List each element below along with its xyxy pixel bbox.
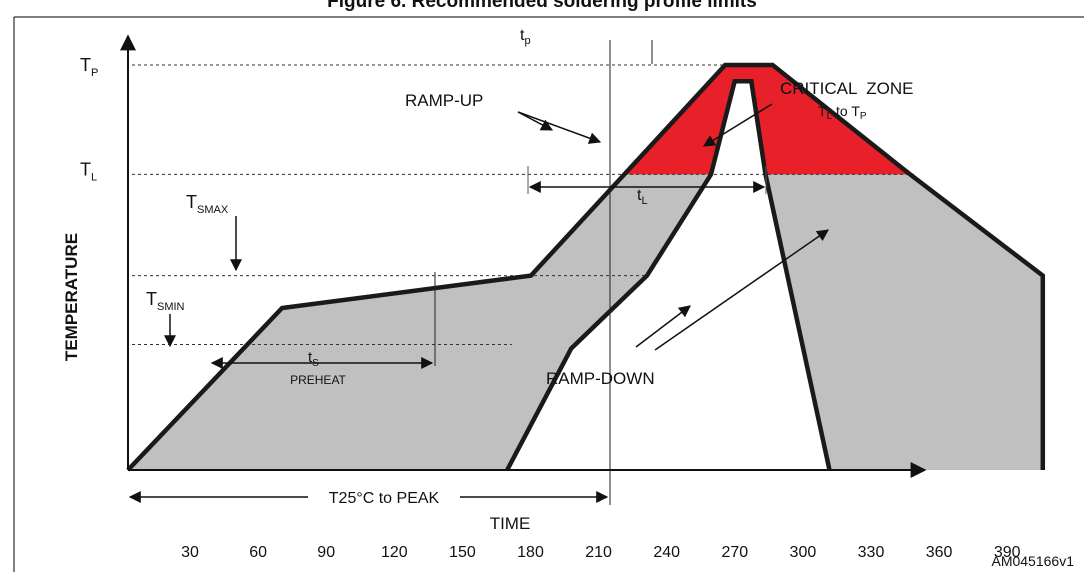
x-tick-label: 90 xyxy=(317,544,335,561)
ramp-down-arrow-2 xyxy=(654,229,829,351)
upper-limit-curve xyxy=(126,62,1046,472)
y-level-label-tsmin: TSMIN xyxy=(146,289,185,313)
level-dashed-lines xyxy=(132,64,915,345)
x-tick-label: 360 xyxy=(926,544,953,561)
critical-zone-arrow xyxy=(702,103,773,147)
t25-to-peak-label: T25°C to PEAK xyxy=(329,490,440,507)
x-tick-label: 120 xyxy=(381,544,408,561)
x-axis-title: TIME xyxy=(490,514,531,533)
x-tick-label: 300 xyxy=(790,544,817,561)
ramp-down-arrow-1 xyxy=(635,305,691,348)
critical-zone-range-label: TL to TP xyxy=(818,103,867,122)
critical-zone-label: CRITICAL ZONE xyxy=(780,79,914,98)
y-level-label-tp: TP xyxy=(80,55,98,79)
y-level-label-tl: TL xyxy=(80,159,97,183)
lower-limit-curve xyxy=(505,78,832,472)
critical-zone-area xyxy=(624,65,911,175)
x-tick-label: 270 xyxy=(721,544,748,561)
figure-caption: Figure 6. Recommended soldering profile … xyxy=(327,0,757,12)
ramp-down-label: RAMP-DOWN xyxy=(546,369,655,388)
y-level-label-tsmax: TSMAX xyxy=(186,192,229,216)
preheat-label: PREHEAT xyxy=(290,373,346,387)
x-tick-labels: 30 60 90 120 150 180 210 240 270 300 330 360 390 xyxy=(181,544,1021,561)
x-tick-label: 150 xyxy=(449,544,476,561)
y-level-labels: TSMIN TSMAX TL TP xyxy=(80,55,229,313)
t25-label-bg xyxy=(308,486,460,508)
x-tick-label: 60 xyxy=(249,544,267,561)
ramp-up-arrow-2 xyxy=(517,111,554,131)
x-tick-label: 30 xyxy=(181,544,199,561)
y-axis-title: TEMPERATURE xyxy=(62,233,81,361)
figure-reference-code: AM045166v1 xyxy=(991,553,1074,569)
ramp-up-arrow-1 xyxy=(517,111,602,144)
profile-envelope-area xyxy=(128,65,1043,470)
x-tick-label: 210 xyxy=(585,544,612,561)
tl-time-label: tL xyxy=(637,187,648,207)
tp-time-label: tp xyxy=(520,27,531,47)
x-tick-label: 330 xyxy=(858,544,885,561)
x-tick-label: 180 xyxy=(517,544,544,561)
x-tick-label: 240 xyxy=(653,544,680,561)
x-tick-label: 390 xyxy=(994,544,1021,561)
ts-time-label: tS xyxy=(308,349,319,369)
ramp-up-label: RAMP-UP xyxy=(405,91,483,110)
